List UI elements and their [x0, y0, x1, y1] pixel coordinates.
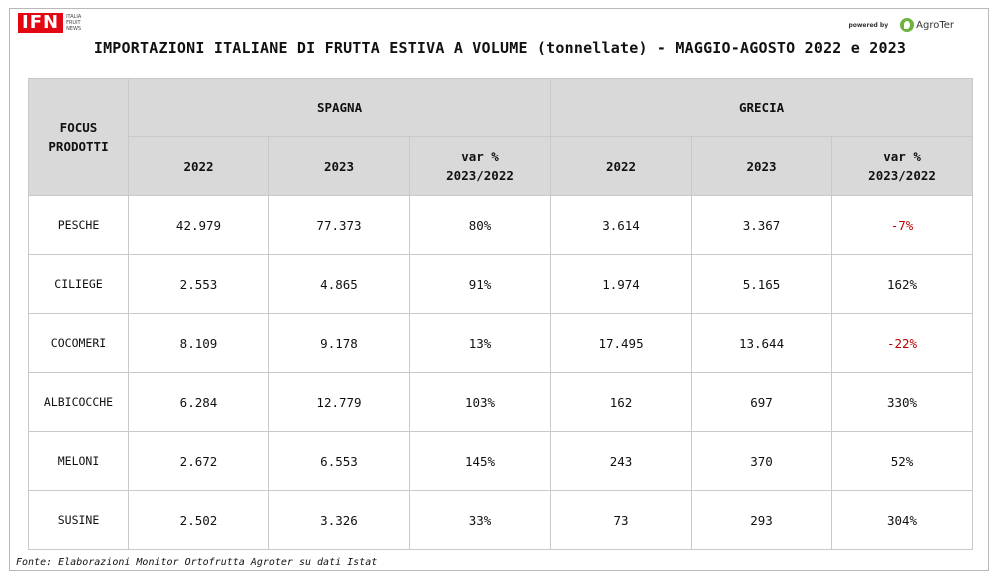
powered-by-label: powered by	[848, 21, 889, 29]
spagna-value-cell: 2.672	[128, 431, 269, 491]
grecia-value-cell: 5.165	[691, 254, 833, 314]
chart-frame	[9, 8, 989, 571]
spagna-variation-cell: 13%	[408, 313, 552, 373]
spagna-value-cell: 3.326	[268, 490, 410, 550]
grecia-variation-cell: 162%	[831, 254, 974, 314]
ifn-logo-subtitle: ITALIA FRUIT NEWS	[66, 14, 81, 32]
product-name: CILIEGE	[28, 254, 129, 314]
group-header-spagna: SPAGNA	[127, 78, 552, 137]
spagna-value-cell: 77.373	[268, 195, 410, 255]
spagna-variation-cell: 145%	[408, 431, 552, 491]
product-name: MELONI	[28, 431, 129, 491]
spagna-value-cell: 42.979	[128, 195, 269, 255]
table-row: MELONI 2.672 6.553 145% 243 370 52%	[28, 431, 974, 491]
ifn-logo: IFN ITALIA FRUIT NEWS	[18, 13, 81, 33]
spagna-variation-cell: 80%	[408, 195, 552, 255]
grecia-value-cell: 13.644	[691, 313, 833, 373]
table-row: PESCHE 42.979 77.373 80% 3.614 3.367 -7%	[28, 195, 974, 255]
group-header-grecia: GRECIA	[550, 78, 974, 137]
table-row: SUSINE 2.502 3.326 33% 73 293 304%	[28, 490, 974, 550]
ifn-logo-mark: IFN	[18, 13, 64, 33]
product-name: COCOMERI	[28, 313, 129, 373]
grecia-value-cell: 243	[550, 431, 693, 491]
subheader-cell: 2023	[268, 136, 410, 196]
data-table: FOCUS PRODOTTI SPAGNA GRECIA 2022 2023 var…	[28, 78, 974, 550]
subheader-row: 2022 2023 var % 2023/2022 2022 2023 var % 202…	[29, 136, 974, 196]
grecia-value-cell: 3.614	[550, 195, 693, 255]
grecia-variation-cell: 52%	[831, 431, 974, 491]
subheader-cell: var % 2023/2022	[831, 136, 974, 196]
grecia-value-cell: 17.495	[550, 313, 693, 373]
subheader-cell: 2023	[691, 136, 833, 196]
grecia-variation-cell: 330%	[831, 372, 974, 432]
spagna-value-cell: 4.865	[268, 254, 410, 314]
source-note: Fonte: Elaborazioni Monitor Ortofrutta A…	[16, 557, 378, 568]
product-name: ALBICOCCHE	[28, 372, 129, 432]
product-name: PESCHE	[28, 195, 129, 255]
grecia-value-cell: 293	[691, 490, 833, 550]
product-name: SUSINE	[28, 490, 129, 550]
table-row: CILIEGE 2.553 4.865 91% 1.974 5.165 162%	[28, 254, 974, 314]
grecia-variation-cell: 304%	[831, 490, 974, 550]
grecia-value-cell: 1.974	[550, 254, 693, 314]
spagna-variation-cell: 91%	[408, 254, 552, 314]
subheader-cell: var % 2023/2022	[408, 136, 552, 196]
corner-label: FOCUS PRODOTTI	[48, 120, 109, 154]
spagna-value-cell: 2.502	[128, 490, 269, 550]
grecia-value-cell: 3.367	[691, 195, 833, 255]
table-body: PESCHE 42.979 77.373 80% 3.614 3.367 -7% CILIEG…	[28, 195, 974, 550]
spagna-value-cell: 6.284	[128, 372, 269, 432]
spagna-value-cell: 9.178	[268, 313, 410, 373]
corner-header: FOCUS PRODOTTI	[28, 78, 129, 196]
spagna-value-cell: 2.553	[128, 254, 269, 314]
grecia-value-cell: 73	[550, 490, 693, 550]
grecia-value-cell: 697	[691, 372, 833, 432]
spagna-variation-cell: 33%	[408, 490, 552, 550]
logo-sub-line: FRUIT	[66, 20, 81, 26]
spagna-value-cell: 12.779	[268, 372, 410, 432]
agroter-leaf-icon	[900, 18, 915, 32]
agroter-logo-text: AgroTer	[916, 19, 954, 31]
subheader-cell: 2022	[128, 136, 269, 196]
powered-by-badge: powered by AgroTer	[848, 18, 954, 32]
table-row: ALBICOCCHE 6.284 12.779 103% 162 697 330%	[28, 372, 974, 432]
grecia-variation-cell: -7%	[831, 195, 974, 255]
spagna-variation-cell: 103%	[408, 372, 552, 432]
subheader-cell: 2022	[550, 136, 693, 196]
logo-sub-line: NEWS	[66, 26, 82, 32]
grecia-variation-cell: -22%	[831, 313, 974, 373]
spagna-value-cell: 6.553	[268, 431, 410, 491]
chart-title: IMPORTAZIONI ITALIANE DI FRUTTA ESTIVA A…	[93, 39, 907, 57]
grecia-value-cell: 370	[691, 431, 833, 491]
grecia-value-cell: 162	[550, 372, 693, 432]
spagna-value-cell: 8.109	[128, 313, 269, 373]
logo-sub-line: ITALIA	[66, 14, 82, 20]
table-row: COCOMERI 8.109 9.178 13% 17.495 13.644 -22%	[28, 313, 974, 373]
